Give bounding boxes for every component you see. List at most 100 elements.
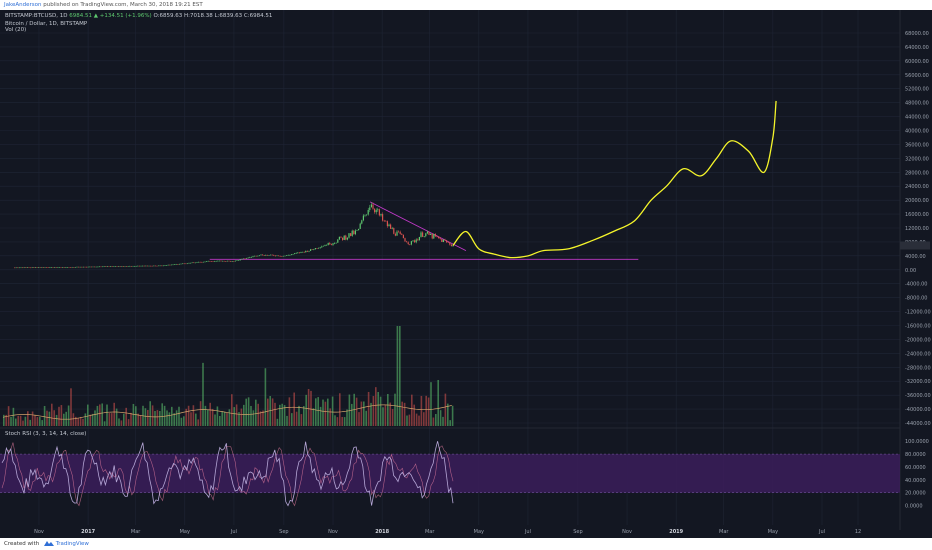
candle-body xyxy=(162,265,164,267)
volume-bar xyxy=(355,397,358,426)
volume-bar xyxy=(39,416,41,426)
chart-name: Bitcoin / Dollar, 1D, BITSTAMP xyxy=(5,21,88,27)
volume-bar xyxy=(372,396,375,426)
volume-bar xyxy=(343,417,346,426)
candle-body xyxy=(178,263,180,265)
candle-body xyxy=(87,266,89,268)
candle-body xyxy=(57,267,59,268)
volume-bar xyxy=(449,420,451,426)
volume-bar xyxy=(238,412,240,426)
candle-body xyxy=(42,267,44,268)
candle-body xyxy=(174,264,176,265)
volume-bar xyxy=(451,405,454,426)
candle-body xyxy=(102,266,104,268)
candle-body xyxy=(230,260,232,262)
candle-body xyxy=(95,266,97,268)
candle-body xyxy=(234,260,236,262)
candle-body xyxy=(140,265,142,267)
candle-body xyxy=(218,260,220,262)
candle-body xyxy=(82,266,84,268)
candle-body xyxy=(127,266,129,267)
candle-body xyxy=(146,265,148,267)
volume-bar xyxy=(329,408,331,426)
price-tick-label: 20000.00 xyxy=(905,198,929,204)
price-tick-label: 60000.00 xyxy=(905,59,929,65)
candle-body xyxy=(294,253,296,254)
price-tick-label: 68000.00 xyxy=(905,31,929,37)
price-chart[interactable]: 68000.00 64000.00 60000.00 56000.00 52000.00… xyxy=(0,10,932,538)
volume-bar xyxy=(103,421,106,426)
chart-area[interactable]: 68000.00 64000.00 60000.00 56000.00 52000.00… xyxy=(0,10,932,538)
volume-bar xyxy=(82,418,84,426)
candle-body xyxy=(311,249,313,250)
candle-body xyxy=(334,243,336,244)
candle-body xyxy=(409,244,411,245)
candle-body xyxy=(422,232,424,237)
volume-bar xyxy=(447,403,449,426)
candle-body xyxy=(441,239,443,243)
series-legend: Bitcoin / Dollar, 1D, BITSTAMP Vol (20) xyxy=(5,21,87,33)
volume-pane xyxy=(2,326,454,426)
volume-bar xyxy=(34,415,36,426)
symbol-legend: BITSTAMP:BTCUSD, 1D 6984.51 ▲ +134.51 (+… xyxy=(5,12,272,20)
candle-body xyxy=(378,209,380,216)
volume-bar xyxy=(101,403,103,426)
volume-bar xyxy=(19,415,22,426)
candle-body xyxy=(233,261,235,262)
candle-body xyxy=(124,266,126,267)
volume-bar xyxy=(175,410,178,426)
publish-bar: JakeAnderson published on TradingView.co… xyxy=(0,0,932,10)
volume-bar xyxy=(247,397,250,426)
price-tick-label: 4000.00 xyxy=(905,254,926,260)
volume-bar xyxy=(245,398,247,426)
candle-body xyxy=(206,261,208,262)
candle-body xyxy=(98,266,100,268)
candle-body xyxy=(390,224,392,229)
time-tick-label: Mar xyxy=(719,529,729,535)
symbol-name[interactable]: BITSTAMP:BTCUSD, 1D xyxy=(5,13,68,19)
candle-body xyxy=(148,265,150,267)
volume-bar xyxy=(303,406,305,426)
price-tick-label: 36000.00 xyxy=(905,142,929,148)
volume-bar xyxy=(214,414,216,426)
volume-bar xyxy=(3,414,5,426)
volume-bar xyxy=(77,418,79,426)
candle-body xyxy=(254,255,256,257)
candle-body xyxy=(73,267,75,268)
volume-bar xyxy=(199,401,202,426)
volume-bar xyxy=(63,413,65,426)
tradingview-brand[interactable]: TradingView xyxy=(55,541,89,547)
volume-bar xyxy=(41,420,43,426)
volume-bar xyxy=(307,389,310,426)
candle-body xyxy=(380,214,382,216)
candle-body xyxy=(81,266,83,268)
volume-bar xyxy=(67,405,70,426)
time-tick-label: Jul xyxy=(524,529,531,535)
candle-body xyxy=(372,204,374,209)
volume-bar xyxy=(384,405,387,426)
candle-body xyxy=(210,261,212,262)
volume-bar xyxy=(286,415,288,426)
candle-body xyxy=(262,254,264,256)
volume-bar xyxy=(408,414,411,426)
candle-body xyxy=(418,236,420,241)
author-link[interactable]: JakeAnderson xyxy=(4,2,42,8)
volume-bar xyxy=(437,379,439,426)
candle-body xyxy=(41,267,43,268)
candle-body xyxy=(402,234,404,239)
price-tick-label: -40000.00 xyxy=(905,407,931,413)
candle-body xyxy=(393,228,395,234)
candle-body xyxy=(318,247,320,249)
candle-body xyxy=(202,261,204,263)
candle-body xyxy=(346,237,348,240)
candle-body xyxy=(394,233,396,236)
candle-body xyxy=(161,265,163,267)
volume-bar xyxy=(43,405,46,426)
volume-bar xyxy=(75,416,77,426)
candle-body xyxy=(74,266,76,268)
volume-bar xyxy=(209,402,211,426)
candle-body xyxy=(31,267,33,268)
volume-bar xyxy=(89,414,91,426)
candle-body xyxy=(223,260,225,262)
candle-body xyxy=(36,267,38,268)
